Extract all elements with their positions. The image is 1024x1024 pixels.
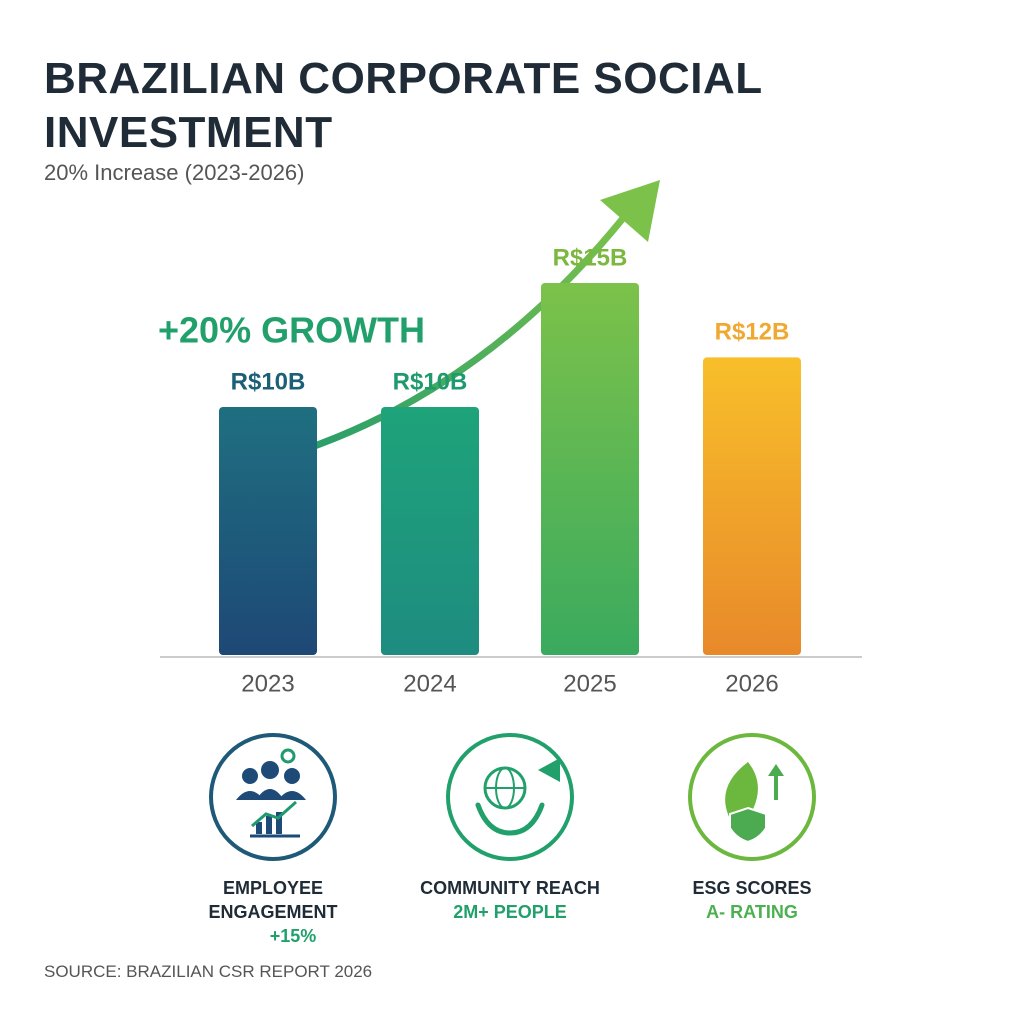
arrow-head [600,180,660,242]
value-label: R$12B [715,319,790,346]
bar [703,357,801,655]
metric-label: COMMUNITY REACH [420,878,600,898]
metric-value: +15% [269,926,317,946]
x-tick-label: 2024 [403,670,456,697]
metric: EMPLOYEE ENGAGEMENT +15% [173,876,373,948]
icon-engagement [209,733,337,861]
metric: COMMUNITY REACH 2M+ PEOPLE [410,876,610,924]
source: SOURCE: BRAZILIAN CSR REPORT 2026 [44,962,373,981]
icon-esg [688,733,816,861]
metric: ESG SCORES A- RATING [652,876,852,924]
value-label: R$10B [231,368,306,395]
title: BRAZILIAN CORPORATE SOCIAL INVESTMENT [44,54,762,157]
x-tick-label: 2025 [563,670,616,697]
bar [541,283,639,655]
metric-label: EMPLOYEE ENGAGEMENT [208,878,338,922]
metric-label: ESG SCORES [692,878,812,898]
value-label: R$10B [393,368,468,395]
x-tick-label: 2023 [241,670,294,697]
bar [381,407,479,655]
metric-value: A- RATING [706,902,798,922]
x-tick-label: 2026 [725,670,778,697]
metric-value: 2M+ PEOPLE [453,902,567,922]
value-label: R$15B [553,244,628,271]
icon-community [446,733,574,861]
bar [219,407,317,655]
subtitle: 20% Increase (2023-2026) [44,160,305,185]
growth-annotation: +20% GROWTH [158,310,425,351]
